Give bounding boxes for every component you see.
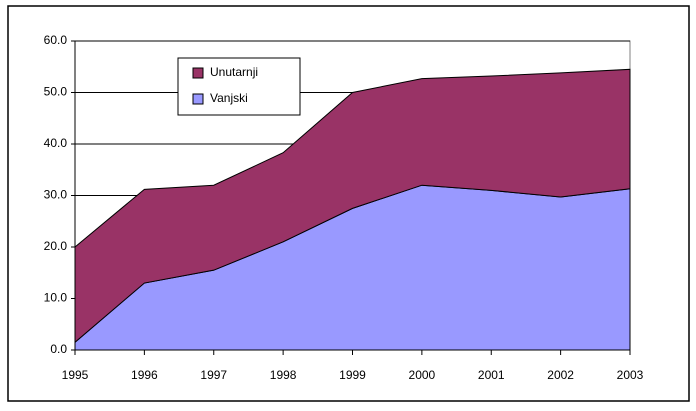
x-tick-label: 2001 [478,368,505,382]
y-tick-label: 40.0 [44,136,68,150]
legend-label: Vanjski [210,91,248,105]
x-tick-label: 1996 [131,368,158,382]
y-tick-label: 10.0 [44,291,68,305]
y-tick-label: 0.0 [50,342,67,356]
x-tick-label: 1997 [200,368,227,382]
x-tick-label: 1995 [62,368,89,382]
y-tick-label: 50.0 [44,85,68,99]
x-tick-label: 2000 [409,368,436,382]
legend: Unutarnji Vanjski [177,57,301,116]
x-tick-label: 2002 [547,368,574,382]
x-tick-label: 1998 [270,368,297,382]
legend-label: Unutarnji [210,65,258,79]
y-tick-label: 30.0 [44,188,68,202]
x-tick-label: 1999 [339,368,366,382]
y-tick-label: 60.0 [44,33,68,47]
area [74,68,631,344]
legend-swatch [192,67,204,79]
x-tick-label: 2003 [617,368,644,382]
legend-swatch [192,93,204,105]
y-tick-label: 20.0 [44,239,68,253]
